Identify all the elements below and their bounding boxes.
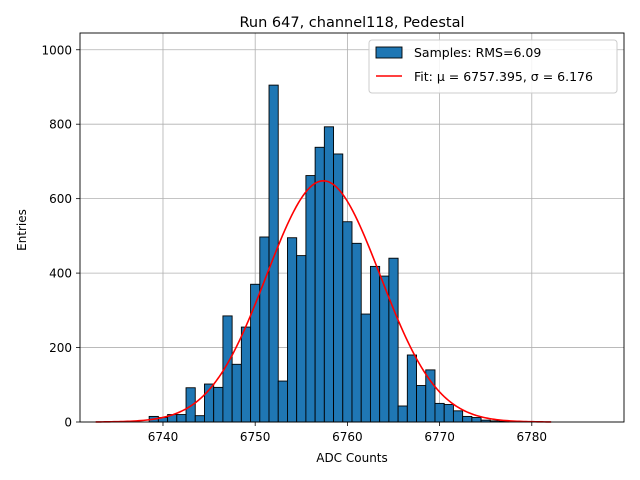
histogram-bar: [397, 405, 408, 423]
x-tick-label: 6740: [148, 430, 179, 444]
histogram-bar: [360, 313, 371, 423]
histogram-bar: [351, 242, 362, 423]
x-tick-label: 6770: [424, 430, 455, 444]
histogram-bar: [388, 257, 399, 423]
fit-curve: [95, 179, 552, 423]
histogram-bar: [268, 84, 279, 423]
y-tick-label: 1000: [41, 43, 72, 57]
x-axis-label: ADC Counts: [316, 451, 388, 465]
y-tick-label: 600: [49, 192, 72, 206]
y-axis-label: Entries: [15, 209, 29, 251]
histogram-bar: [185, 387, 196, 423]
histogram-bar: [213, 386, 224, 423]
histogram-bar: [314, 146, 325, 423]
legend-label-histogram: Samples: RMS=6.09: [414, 45, 541, 60]
histogram-bar: [471, 417, 482, 423]
y-axis-ticks: 0 200 400 600 800 1000: [41, 43, 80, 430]
y-tick-label: 0: [64, 416, 72, 430]
chart-title: Run 647, channel118, Pedestal: [239, 15, 464, 31]
histogram-bar: [434, 402, 445, 423]
legend-label-fit: Fit: μ = 6757.395, σ = 6.176: [414, 69, 593, 84]
y-tick-label: 200: [49, 341, 72, 355]
histogram-bar: [240, 326, 252, 423]
histogram-bar: [259, 236, 270, 423]
histogram-bar: [462, 415, 473, 423]
y-tick-label: 800: [49, 118, 72, 132]
histogram-bar: [323, 126, 335, 423]
histogram-bar: [194, 415, 205, 423]
histogram-bar: [176, 414, 187, 423]
legend-box: [368, 39, 618, 94]
legend: Samples: RMS=6.09 Fit: μ = 6757.395, σ =…: [368, 39, 618, 94]
histogram-bar: [443, 404, 454, 423]
plot-frame: [79, 32, 625, 423]
histogram-bar: [287, 237, 298, 423]
histogram-bar: [277, 380, 288, 423]
histogram-bar: [296, 255, 307, 423]
histogram-bar: [333, 153, 344, 423]
histogram-bar: [406, 354, 417, 423]
histogram-bar: [231, 363, 242, 423]
histogram-bar: [416, 385, 427, 423]
histogram-bar: [369, 265, 381, 423]
x-tick-label: 6780: [517, 430, 548, 444]
x-axis-ticks: 6740 6750 6760 6770 6780: [148, 422, 547, 444]
legend-swatch-histogram: [375, 46, 403, 59]
histogram-bar: [305, 175, 316, 423]
histogram-bar: [452, 410, 464, 423]
x-tick-label: 6760: [332, 430, 363, 444]
x-tick-label: 6750: [240, 430, 271, 444]
histogram-bar: [342, 221, 353, 423]
histogram-bar: [425, 369, 436, 423]
histogram-bars: [148, 84, 510, 423]
y-tick-label: 400: [49, 267, 72, 281]
histogram-bar: [379, 275, 390, 423]
